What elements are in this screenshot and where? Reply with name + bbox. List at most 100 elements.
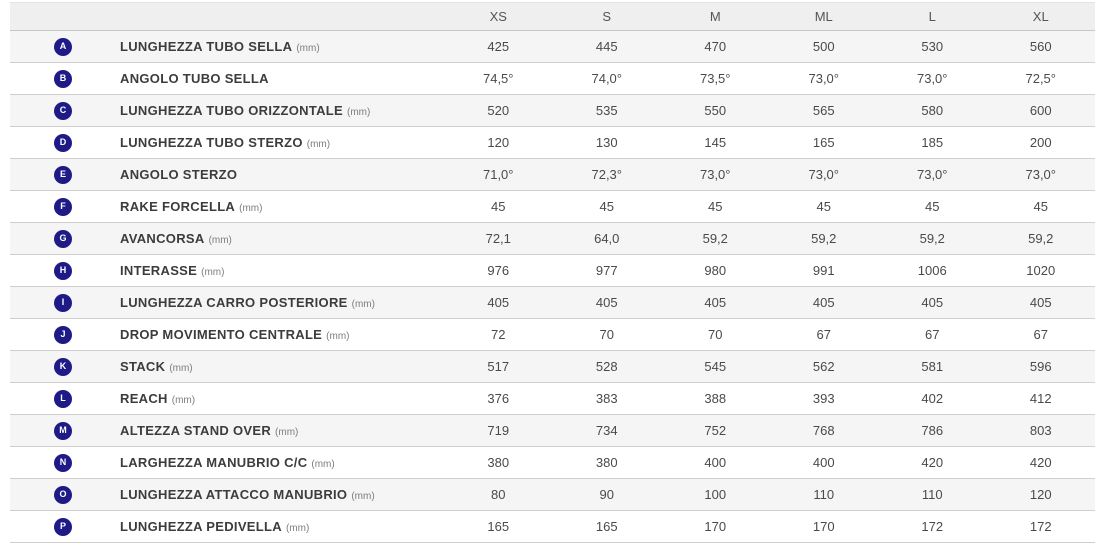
row-letter-badge: H <box>54 261 72 280</box>
value-cell-f-m: 45 <box>708 199 723 214</box>
row-letter-badge: O <box>54 485 72 504</box>
row-unit: (mm) <box>239 203 263 214</box>
row-label: RAKE FORCELLA (mm) <box>120 199 263 214</box>
row-label-cell: J DROP MOVIMENTO CENTRALE (mm) <box>10 325 444 344</box>
table-row: G AVANCORSA (mm) 72,1 64,0 59,2 59,2 59,2 59,2 <box>10 223 1095 255</box>
row-letter-badge: D <box>54 133 72 152</box>
value-cell-h-s: 977 <box>595 263 618 278</box>
value-cell-m-xs: 719 <box>487 423 510 438</box>
value-cell-e-xs: 71,0° <box>482 167 514 182</box>
row-letter-badge: L <box>54 389 72 408</box>
row-unit: (mm) <box>169 363 193 374</box>
value-cell-h-xs: 976 <box>487 263 510 278</box>
column-header-m: M <box>709 9 721 24</box>
row-letter-badge: C <box>54 101 72 120</box>
value-cell-n-ml: 400 <box>812 455 835 470</box>
value-cell-j-s: 70 <box>599 327 614 342</box>
row-unit: (mm) <box>171 395 196 406</box>
value-cell-c-xl: 600 <box>1029 103 1052 118</box>
row-label-cell: P LUNGHEZZA PEDIVELLA (mm) <box>10 517 444 536</box>
value-cell-f-s: 45 <box>599 199 614 214</box>
row-label-cell: I LUNGHEZZA CARRO POSTERIORE (mm) <box>10 293 444 312</box>
row-unit: (mm) <box>306 139 331 150</box>
value-cell-k-xl: 596 <box>1029 359 1052 374</box>
row-label-cell: M ALTEZZA STAND OVER (mm) <box>10 421 444 440</box>
value-cell-g-s: 64,0 <box>594 231 620 246</box>
value-cell-p-s: 165 <box>595 519 618 534</box>
row-unit: (mm) <box>201 267 225 278</box>
value-cell-i-ml: 405 <box>812 295 835 310</box>
row-letter-badge: B <box>54 69 72 88</box>
value-cell-e-ml: 73,0° <box>808 167 839 182</box>
row-letter-badge: N <box>54 453 72 472</box>
value-cell-k-ml: 562 <box>812 359 835 374</box>
row-unit: (mm) <box>275 427 299 438</box>
row-unit: (mm) <box>351 299 375 310</box>
value-cell-g-m: 59,2 <box>702 231 728 246</box>
value-cell-f-xl: 45 <box>1033 199 1048 214</box>
row-label-cell: H INTERASSE (mm) <box>10 261 444 280</box>
row-label-cell: F RAKE FORCELLA (mm) <box>10 197 444 216</box>
value-cell-i-s: 405 <box>595 295 618 310</box>
row-letter-badge: A <box>54 37 72 56</box>
row-label-cell: D LUNGHEZZA TUBO STERZO (mm) <box>10 133 444 152</box>
value-cell-p-m: 170 <box>704 519 727 534</box>
value-cell-i-xl: 405 <box>1029 295 1052 310</box>
value-cell-o-ml: 110 <box>813 487 835 502</box>
value-cell-d-m: 145 <box>704 135 727 150</box>
row-label: LUNGHEZZA TUBO STERZO (mm) <box>120 135 331 150</box>
value-cell-h-m: 980 <box>704 263 727 278</box>
value-cell-k-xs: 517 <box>487 359 510 374</box>
table-row: O LUNGHEZZA ATTACCO MANUBRIO (mm) 80 90 100 11… <box>10 479 1095 511</box>
value-cell-m-s: 734 <box>595 423 618 438</box>
row-letter-badge: E <box>54 165 72 184</box>
table-row: M ALTEZZA STAND OVER (mm) 719 734 752 768 786 80… <box>10 415 1095 447</box>
value-cell-n-s: 380 <box>595 455 618 470</box>
table-row: K STACK (mm) 517 528 545 562 581 596 <box>10 351 1095 383</box>
value-cell-h-ml: 991 <box>812 263 835 278</box>
value-cell-d-l: 185 <box>921 135 944 150</box>
value-cell-h-l: 1006 <box>917 263 947 278</box>
value-cell-j-m: 70 <box>708 327 723 342</box>
value-cell-g-l: 59,2 <box>919 231 945 246</box>
value-cell-l-xl: 412 <box>1029 391 1052 406</box>
value-cell-n-xl: 420 <box>1029 455 1052 470</box>
value-cell-l-xs: 376 <box>487 391 510 406</box>
value-cell-c-l: 580 <box>921 103 944 118</box>
value-cell-i-m: 405 <box>704 295 727 310</box>
value-cell-c-ml: 565 <box>812 103 835 118</box>
table-row: B ANGOLO TUBO SELLA 74,5° 74,0° 73,5° 73,0° 73… <box>10 63 1095 95</box>
row-unit: (mm) <box>351 491 375 502</box>
table-row: E ANGOLO STERZO 71,0° 72,3° 73,0° 73,0° 73,0° 7… <box>10 159 1095 191</box>
row-letter-badge: K <box>54 357 72 376</box>
row-unit: (mm) <box>208 235 232 246</box>
value-cell-a-l: 530 <box>921 39 944 54</box>
value-cell-f-xs: 45 <box>491 199 506 214</box>
column-header-xs: XS <box>489 9 507 24</box>
value-cell-b-xs: 74,5° <box>482 71 514 86</box>
value-cell-l-ml: 393 <box>812 391 835 406</box>
value-cell-m-ml: 768 <box>812 423 835 438</box>
row-label: ALTEZZA STAND OVER (mm) <box>120 423 299 438</box>
value-cell-p-xl: 172 <box>1029 519 1052 534</box>
value-cell-b-l: 73,0° <box>916 71 948 86</box>
value-cell-b-xl: 72,5° <box>1025 71 1056 86</box>
row-label: STACK (mm) <box>120 359 193 374</box>
value-cell-j-ml: 67 <box>816 327 831 342</box>
row-label: LUNGHEZZA TUBO ORIZZONTALE (mm) <box>120 103 371 118</box>
value-cell-b-s: 74,0° <box>591 71 622 86</box>
row-unit: (mm) <box>326 331 350 342</box>
value-cell-d-xl: 200 <box>1029 135 1052 150</box>
value-cell-p-l: 172 <box>921 519 944 534</box>
row-label: LUNGHEZZA CARRO POSTERIORE (mm) <box>120 295 375 310</box>
table-row: N LARGHEZZA MANUBRIO C/C (mm) 380 380 400 400 4… <box>10 447 1095 479</box>
row-unit: (mm) <box>296 43 320 54</box>
header-row: XS S M ML L XL <box>10 2 1095 31</box>
table-row: H INTERASSE (mm) 976 977 980 991 1006 1020 <box>10 255 1095 287</box>
table-row: F RAKE FORCELLA (mm) 45 45 45 45 45 45 <box>10 191 1095 223</box>
value-cell-c-xs: 520 <box>487 103 510 118</box>
value-cell-g-xl: 59,2 <box>1028 231 1054 246</box>
row-label-cell: L REACH (mm) <box>10 389 444 408</box>
value-cell-p-xs: 165 <box>487 519 510 534</box>
value-cell-l-l: 402 <box>921 391 944 406</box>
